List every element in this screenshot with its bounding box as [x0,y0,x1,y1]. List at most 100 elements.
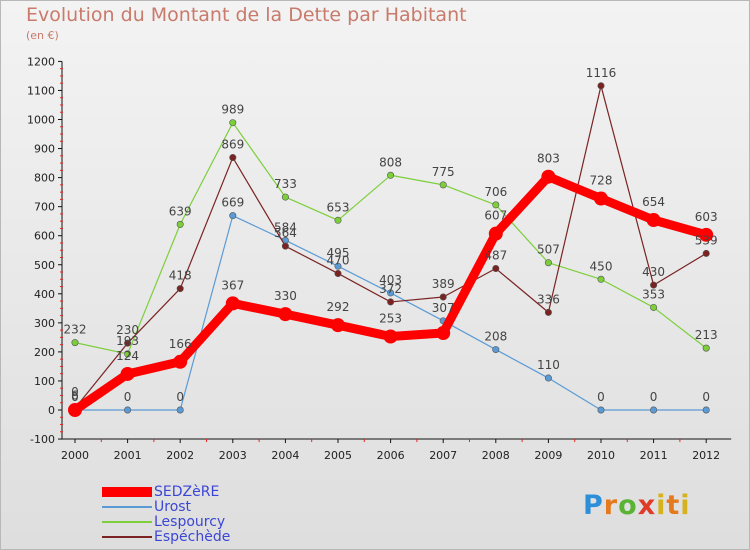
data-label: 418 [169,269,192,283]
y-tick-label: 0 [48,404,55,417]
data-label: 607 [484,209,507,223]
data-label: 470 [327,253,350,267]
data-point [646,213,661,228]
data-label: 803 [537,152,560,166]
data-point [544,374,552,382]
x-tick-label: 2004 [271,449,299,462]
data-point [597,406,605,414]
data-point [650,303,658,311]
data-point [488,226,503,241]
chart-subtitle: (en €) [26,29,59,42]
chart-axes: -100010020030040050060070080090010001100… [27,55,732,462]
data-point [387,171,395,179]
data-point [229,119,237,127]
y-tick-label: 1000 [27,114,55,127]
data-point [650,406,658,414]
data-point [541,169,556,184]
data-label: 539 [695,233,718,247]
x-tick-label: 2008 [482,449,510,462]
data-point [699,227,714,242]
data-point [436,326,451,341]
data-label: 728 [590,174,613,188]
data-point [124,406,132,414]
x-tick-label: 2010 [587,449,615,462]
data-label: 389 [432,277,455,291]
chart-title: Evolution du Montant de la Dette par Hab… [26,4,467,26]
legend-swatch [102,487,152,497]
legend-label: Urost [154,499,192,515]
data-label: 213 [695,328,718,342]
data-point [176,406,184,414]
legend-label: SEDZèRE [154,484,220,500]
data-point [492,201,500,209]
y-tick-label: 700 [34,201,55,214]
data-point [229,154,237,162]
data-label: 307 [432,301,455,315]
data-label: 367 [221,278,244,292]
y-tick-label: 300 [34,317,55,330]
data-point [439,181,447,189]
data-label: 110 [537,358,560,372]
data-point [702,344,710,352]
y-tick-label: -100 [30,433,55,446]
data-point [492,265,500,273]
data-point [492,346,500,354]
data-point [544,259,552,267]
data-point [331,318,345,333]
data-point [383,329,398,344]
data-point [281,193,289,201]
data-point [334,269,342,277]
data-label: 6 [71,388,79,402]
data-point [597,275,605,283]
data-label: 989 [221,103,244,117]
y-tick-label: 1200 [27,55,55,68]
x-tick-label: 2006 [377,449,405,462]
data-label: 654 [642,195,665,209]
data-point [387,289,395,297]
data-point [439,293,447,301]
x-tick-label: 2000 [61,449,89,462]
legend-swatch [102,521,152,523]
y-tick-label: 100 [34,375,55,388]
data-label: 0 [702,390,710,404]
data-label: 372 [379,282,402,296]
data-point [176,220,184,228]
data-label: 775 [432,165,455,179]
data-label: 733 [274,177,297,191]
x-tick-label: 2001 [114,449,142,462]
data-point [597,82,605,90]
data-label: 166 [169,337,192,351]
series-layer [68,82,714,417]
data-label: 403 [379,273,402,287]
data-label: 193 [116,334,139,348]
x-tick-label: 2009 [534,449,562,462]
y-tick-label: 400 [34,288,55,301]
y-tick-label: 900 [34,143,55,156]
y-tick-label: 800 [34,172,55,185]
data-label: 330 [274,289,297,303]
legend-label: Espéchède [154,529,231,545]
legend-label: Lespourcy [154,514,226,530]
data-label: 0 [176,390,184,404]
data-label: 124 [116,349,139,363]
data-label: 0 [597,390,605,404]
data-point [124,350,132,358]
proxiti-logo: Proxiti [583,490,691,521]
data-label: 603 [695,210,718,224]
data-label: 0 [650,390,658,404]
data-point [387,298,395,306]
data-point [334,262,342,270]
data-point [173,354,188,369]
data-label: 869 [221,138,244,152]
data-point [229,212,237,220]
data-point [281,242,289,250]
data-label: 639 [169,204,192,218]
x-tick-label: 2012 [692,449,720,462]
data-label: 507 [537,243,560,257]
x-tick-label: 2005 [324,449,352,462]
data-label: 253 [379,312,402,326]
data-label: 706 [484,185,507,199]
